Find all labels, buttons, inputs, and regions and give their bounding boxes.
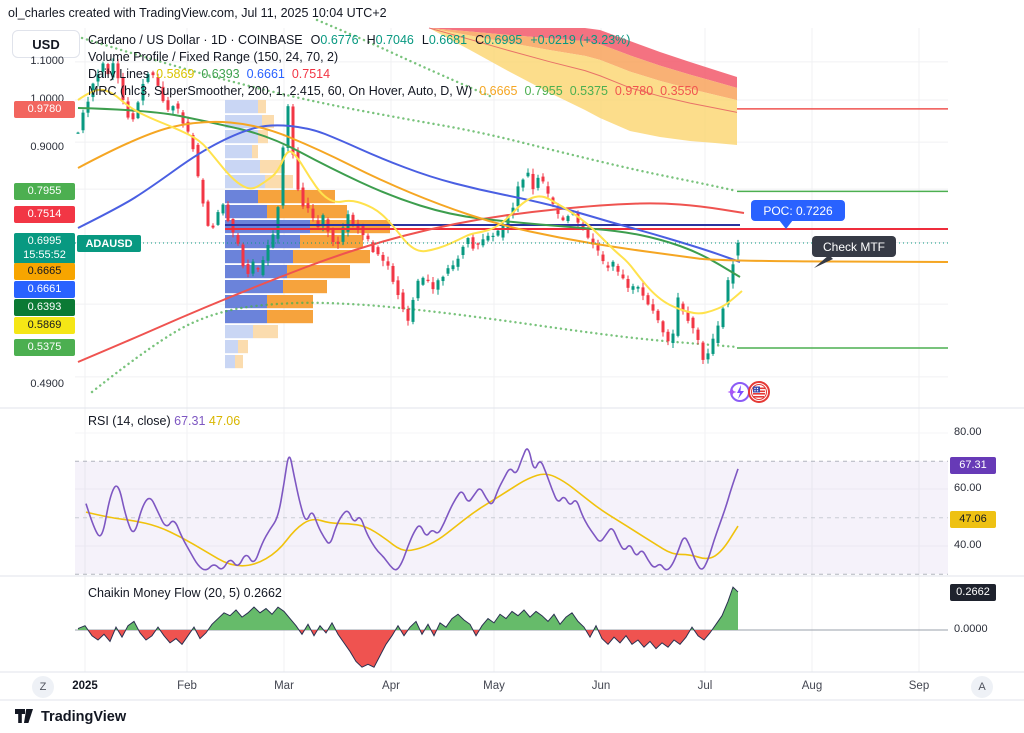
time-axis-label-apr[interactable]: Apr (382, 680, 400, 692)
price-level-badge: 0.7955 (14, 182, 75, 200)
cmf-panel-layer (75, 586, 948, 668)
cmf-value: 0.2662 (243, 586, 282, 600)
indicator-values: 0.5869 0.6393 0.6661 0.7514 (149, 67, 330, 81)
event-markers[interactable] (726, 380, 772, 404)
rsi-axis-tick: 40.00 (954, 539, 982, 551)
indicator-values: 0.6665 0.7955 0.5375 0.9780 0.3550 (472, 84, 698, 98)
grid-layer (75, 28, 948, 672)
indicator-value: 0.9780 (614, 84, 654, 98)
axis-settings-label: A (978, 681, 986, 693)
separators-layer (0, 407, 1024, 701)
us-flag-event-icon[interactable] (746, 380, 772, 404)
volume-profile-layer (225, 100, 390, 369)
moving-averages-layer (77, 88, 949, 363)
time-axis-label-2025[interactable]: 2025 (72, 680, 98, 692)
indicator-value: 0.6661 (246, 67, 285, 81)
tradingview-logo[interactable]: TradingView (14, 707, 126, 726)
mtf-callout-text: Check MTF (822, 239, 885, 254)
indicator-value: 0.5869 (156, 67, 195, 81)
price-axis-tick: 0.4900 (30, 378, 64, 390)
mrc-band-layer (428, 27, 738, 145)
symbol-price-label: ADAUSD (77, 235, 141, 252)
indicator-value: 0.7955 (524, 84, 563, 98)
check-mtf-callout[interactable]: Check MTF (812, 236, 896, 268)
cmf-value-badge: 0.2662 (950, 583, 996, 601)
close-value: 0.6995 (484, 33, 523, 47)
high-label: H (366, 33, 376, 47)
open-value: 0.6776 (320, 33, 359, 47)
tradingview-logo-icon (15, 709, 33, 723)
mrc-pivot-curves (80, 18, 739, 394)
time-axis-label-sep[interactable]: Sep (908, 680, 930, 692)
indicator-legend-mrc[interactable]: MRC (hlc3, SuperSmoother, 200, 1, 2.415,… (88, 84, 698, 100)
mtf-callout-tail (814, 255, 833, 268)
currency-toggle-button[interactable]: USD (12, 30, 80, 58)
open-label: O (310, 33, 321, 47)
rsi-axis-tick: 60.00 (954, 482, 982, 494)
symbol-title: Cardano / US Dollar · 1D · COINBASE (88, 33, 303, 47)
price-axis-tick: 0.9000 (30, 141, 64, 153)
rsi-value-badge: 47.06 (950, 510, 996, 528)
high-value: 0.7046 (375, 33, 414, 47)
indicator-value: 0.6393 (201, 67, 240, 81)
indicator-value: 0.3550 (660, 84, 699, 98)
level-lines-layer (737, 108, 948, 349)
indicator-value: 0.7514 (291, 67, 331, 81)
rsi-panel-layer (75, 448, 948, 575)
currency-label: USD (32, 36, 60, 52)
symbol-ticker: ADAUSD (85, 237, 133, 250)
time-axis-label-feb[interactable]: Feb (177, 680, 197, 692)
indicator-name: MRC (hlc3, SuperSmoother, 200, 1, 2.415,… (88, 84, 473, 98)
price-level-badge: 0.5869 (14, 316, 75, 334)
price-level-badge: 0.6661 (14, 280, 75, 298)
price-level-badge: 0.6393 (14, 298, 75, 316)
time-axis-label-jun[interactable]: Jun (591, 680, 611, 692)
cmf-legend-row[interactable]: Chaikin Money Flow (20, 5) 0.2662 (88, 586, 282, 600)
poc-callout-text: POC: 0.7226 (763, 203, 833, 218)
indicator-legend-daily-lines[interactable]: Daily Lines 0.5869 0.6393 0.6661 0.7514 (88, 67, 330, 83)
timezone-button[interactable]: Z (32, 676, 54, 698)
poc-price-callout[interactable]: POC: 0.7226 (751, 200, 845, 229)
change-value: +0.0219 (+3.23%) (530, 33, 631, 47)
cmf-title: Chaikin Money Flow (20, 5) (88, 586, 241, 600)
low-label: L (421, 33, 429, 47)
low-value: 0.6681 (428, 33, 468, 47)
tradingview-logo-text: TradingView (41, 708, 127, 725)
price-level-badge: 0.7514 (14, 205, 75, 223)
time-axis-label-may[interactable]: May (483, 680, 505, 692)
price-level-badge: 0.5375 (14, 338, 75, 356)
axis-settings-button[interactable]: A (971, 676, 993, 698)
rsi-legend-row[interactable]: RSI (14, close) 67.31 47.06 (88, 414, 240, 428)
rsi-value: 67.31 (174, 414, 206, 428)
current-price-value: 0.6995 (27, 235, 62, 247)
price-level-badge: 0.6665 (14, 262, 75, 280)
timezone-label: Z (39, 681, 47, 693)
close-label: C (475, 33, 485, 47)
indicator-name: Daily Lines (88, 67, 150, 81)
rsi-ma-value: 47.06 (208, 414, 241, 428)
rsi-title: RSI (14, close) (88, 414, 171, 428)
rsi-value-badge: 67.31 (950, 456, 996, 474)
time-axis-label-jul[interactable]: Jul (697, 680, 713, 692)
price-axis-tick: 1.1000 (30, 55, 64, 67)
indicator-value: 0.6665 (479, 84, 518, 98)
symbol-legend-row[interactable]: Cardano / US Dollar · 1D · COINBASE O0.67… (88, 33, 630, 49)
poc-callout-tail (779, 220, 793, 229)
time-axis-label-mar[interactable]: Mar (274, 680, 294, 692)
bar-countdown: 15:55:52 (23, 249, 66, 261)
current-price-badge: 0.6995 15:55:52 (14, 233, 75, 264)
time-axis-label-aug[interactable]: Aug (801, 680, 823, 692)
price-level-badge: 0.9780 (14, 100, 75, 118)
cmf-axis-tick: 0.0000 (954, 623, 988, 635)
indicator-name: Volume Profile / Fixed Range (150, 24, 7… (88, 50, 339, 64)
indicator-legend-volume-profile[interactable]: Volume Profile / Fixed Range (150, 24, 7… (88, 50, 338, 66)
watermark-attribution: ol_charles created with TradingView.com,… (8, 6, 387, 20)
indicator-value: 0.5375 (569, 84, 608, 98)
rsi-axis-tick: 80.00 (954, 426, 982, 438)
